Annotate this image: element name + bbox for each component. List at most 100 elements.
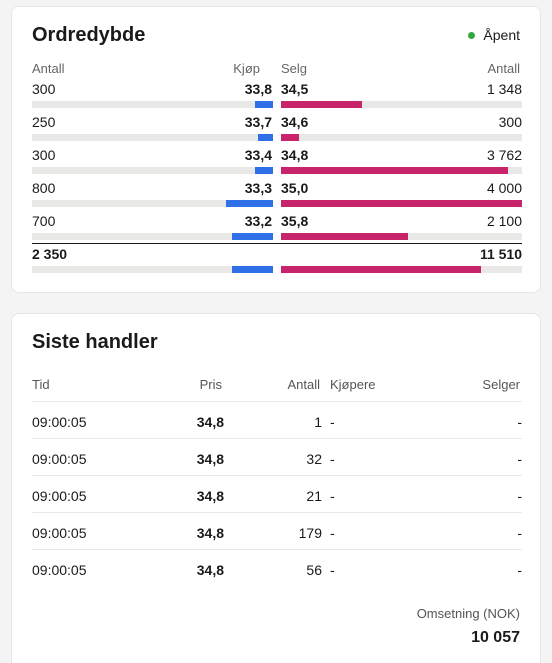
trade-seller: - — [517, 414, 522, 430]
buy-qty: 300 — [32, 81, 56, 97]
trade-qty: 179 — [298, 525, 322, 541]
trade-price: 34,8 — [196, 488, 224, 504]
trade-buyer: - — [330, 562, 335, 578]
market-status: Åpent — [468, 27, 520, 43]
total-sell-qty: 11 510 — [479, 246, 522, 262]
trade-price: 34,8 — [196, 525, 224, 541]
buy-price: 33,4 — [244, 147, 272, 163]
trades-header-time: Tid — [32, 377, 50, 392]
trades-header-buyer: Kjøpere — [330, 377, 376, 392]
trade-time: 09:00:05 — [32, 488, 87, 504]
sell-qty: 300 — [498, 114, 522, 130]
trade-time: 09:00:05 — [32, 562, 87, 578]
depth-row: 300 33,8 34,5 1 348 — [32, 81, 522, 114]
sell-price: 35,0 — [281, 180, 309, 196]
trade-time: 09:00:05 — [32, 525, 87, 541]
order-depth-card: Ordredybde Åpent Antall Kjøp Selg Antall… — [11, 6, 541, 293]
total-buy-qty: 2 350 — [32, 246, 68, 262]
trade-buyer: - — [330, 414, 335, 430]
buy-depth-bar — [231, 233, 273, 240]
total-sell-bar — [281, 266, 482, 273]
buy-depth-track — [32, 200, 273, 207]
buy-qty: 300 — [32, 147, 56, 163]
sell-depth-bar — [281, 233, 408, 240]
trade-buyer: - — [330, 525, 335, 541]
sell-qty: 3 762 — [486, 147, 522, 163]
sell-qty: 2 100 — [486, 213, 522, 229]
sell-qty: 1 348 — [486, 81, 522, 97]
totals-divider — [32, 243, 522, 244]
trade-row: 09:00:05 34,8 21- - — [32, 475, 522, 512]
trade-row: 09:00:05 34,8 32- - — [32, 438, 522, 475]
sell-depth-track — [281, 167, 522, 174]
trade-time: 09:00:05 — [32, 451, 87, 467]
turnover-value: 10 057 — [471, 629, 520, 646]
buy-qty: 800 — [32, 180, 56, 196]
trades-header-qty: Antall — [287, 377, 320, 392]
order-depth-title: Ordredybde — [32, 24, 146, 46]
header-buy-price: Kjøp — [233, 61, 260, 76]
sell-depth-track — [281, 134, 522, 141]
trade-qty: 1 — [314, 414, 322, 430]
header-sell-price: Selg — [281, 61, 308, 76]
depth-row: 250 33,7 34,6 300 — [32, 114, 522, 147]
totals-row: 2 350 11 510 — [32, 246, 522, 279]
sell-price: 34,8 — [281, 147, 309, 163]
sell-price: 35,8 — [281, 213, 309, 229]
buy-depth-bar — [258, 134, 273, 141]
trade-qty: 21 — [306, 488, 322, 504]
turnover-label: Omsetning (NOK) — [416, 606, 520, 621]
trade-buyer: - — [330, 451, 335, 467]
buy-price: 33,8 — [244, 81, 272, 97]
trade-price: 34,8 — [196, 562, 224, 578]
trade-seller: - — [517, 525, 522, 541]
buy-price: 33,2 — [244, 213, 272, 229]
sell-qty: 4 000 — [486, 180, 522, 196]
total-buy-track — [32, 266, 273, 273]
total-sell-track — [281, 266, 522, 273]
buy-depth-bar — [255, 101, 273, 108]
market-status-label: Åpent — [483, 27, 520, 43]
buy-depth-track — [32, 233, 273, 240]
trade-row: 09:00:05 34,8 56- - — [32, 549, 522, 586]
buy-depth-bar — [226, 200, 273, 207]
buy-price: 33,7 — [244, 114, 272, 130]
trade-row: 09:00:05 34,8 1- - — [32, 401, 522, 438]
trade-qty: 32 — [306, 451, 322, 467]
sell-depth-track — [281, 233, 522, 240]
trade-row: 09:00:05 34,8 179- - — [32, 512, 522, 549]
trade-seller: - — [517, 488, 522, 504]
sell-depth-bar — [281, 200, 522, 207]
trade-qty: 56 — [306, 562, 322, 578]
buy-depth-bar — [255, 167, 273, 174]
latest-trades-card: Siste handler Tid Pris Antall Kjøpere Se… — [11, 313, 541, 663]
trade-buyer: - — [330, 488, 335, 504]
buy-depth-track — [32, 101, 273, 108]
buy-qty: 250 — [32, 114, 56, 130]
status-dot-icon — [468, 31, 476, 39]
sell-depth-track — [281, 101, 522, 108]
buy-price: 33,3 — [244, 180, 272, 196]
buy-depth-track — [32, 134, 273, 141]
trade-seller: - — [517, 562, 522, 578]
total-buy-bar — [232, 266, 273, 273]
sell-depth-bar — [281, 134, 300, 141]
sell-depth-bar — [281, 167, 508, 174]
header-buy-qty: Antall — [32, 61, 65, 76]
trade-seller: - — [517, 451, 522, 467]
sell-price: 34,5 — [281, 81, 309, 97]
latest-trades-title: Siste handler — [32, 331, 158, 353]
trade-price: 34,8 — [196, 451, 224, 467]
trades-header-price: Pris — [199, 377, 222, 392]
trades-header-seller: Selger — [482, 377, 520, 392]
depth-row: 800 33,3 35,0 4 000 — [32, 180, 522, 213]
buy-qty: 700 — [32, 213, 56, 229]
sell-price: 34,6 — [281, 114, 309, 130]
trade-time: 09:00:05 — [32, 414, 87, 430]
sell-depth-track — [281, 200, 522, 207]
header-sell-qty: Antall — [487, 61, 520, 76]
depth-row: 700 33,2 35,8 2 100 — [32, 213, 522, 246]
trade-price: 34,8 — [196, 414, 224, 430]
depth-row: 300 33,4 34,8 3 762 — [32, 147, 522, 180]
sell-depth-bar — [281, 101, 363, 108]
